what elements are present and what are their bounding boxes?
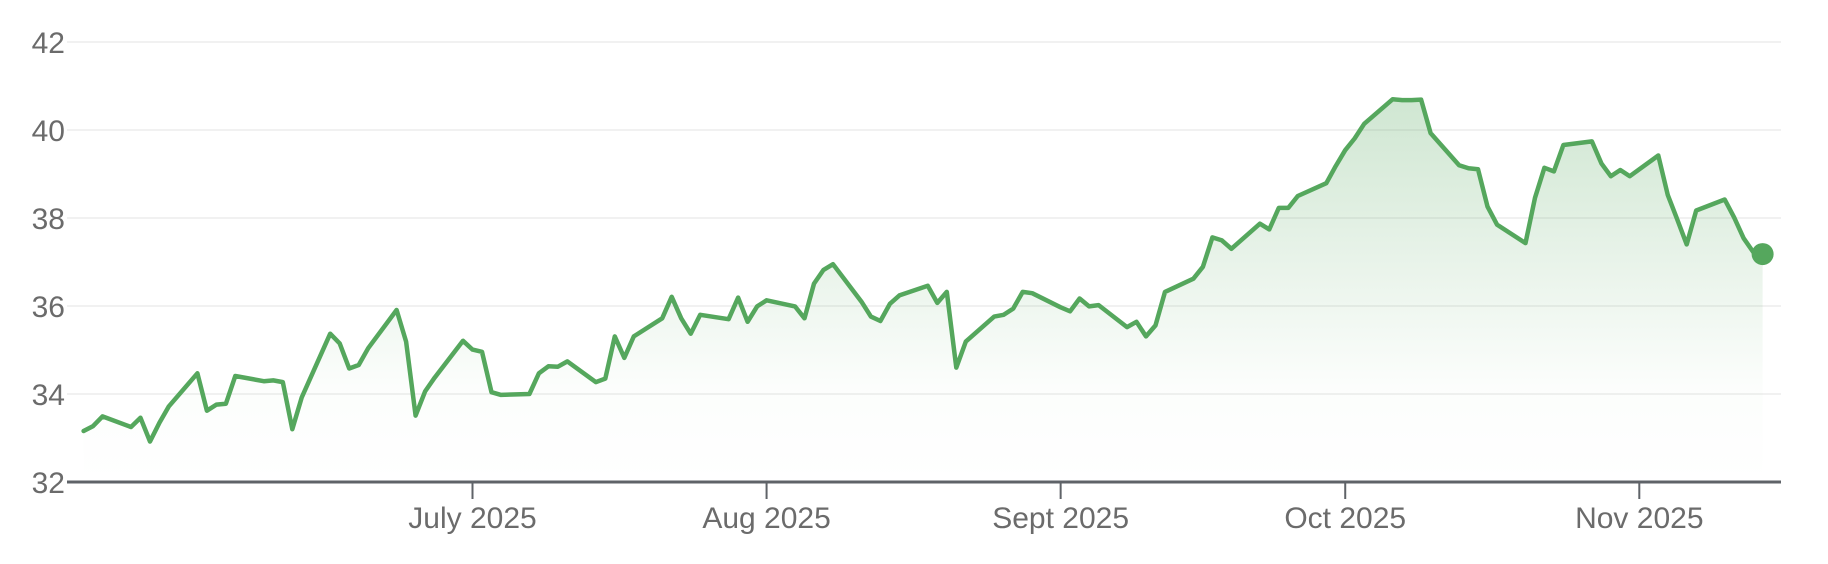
x-tick-label: Oct 2025 — [1284, 502, 1406, 535]
y-tick-label: 32 — [32, 467, 65, 500]
y-tick-label: 42 — [32, 27, 65, 60]
x-axis-ticks: July 2025 Aug 2025 Sept 2025 Oct 2025 Nov 20… — [408, 482, 1704, 535]
x-tick-label: July 2025 — [408, 502, 536, 535]
last-price-marker — [1751, 243, 1774, 266]
y-tick-label: 34 — [32, 379, 65, 412]
y-tick-label: 36 — [32, 291, 65, 324]
y-tick-label: 38 — [32, 203, 65, 236]
x-tick-label: Aug 2025 — [702, 502, 830, 535]
x-tick-label: Sept 2025 — [992, 502, 1129, 535]
area-fill — [83, 99, 1763, 482]
price-line — [81, 96, 1765, 444]
x-tick-label: Nov 2025 — [1575, 502, 1703, 535]
y-tick-label: 40 — [32, 115, 65, 148]
y-axis-labels: 32 34 36 38 40 42 — [32, 27, 65, 500]
